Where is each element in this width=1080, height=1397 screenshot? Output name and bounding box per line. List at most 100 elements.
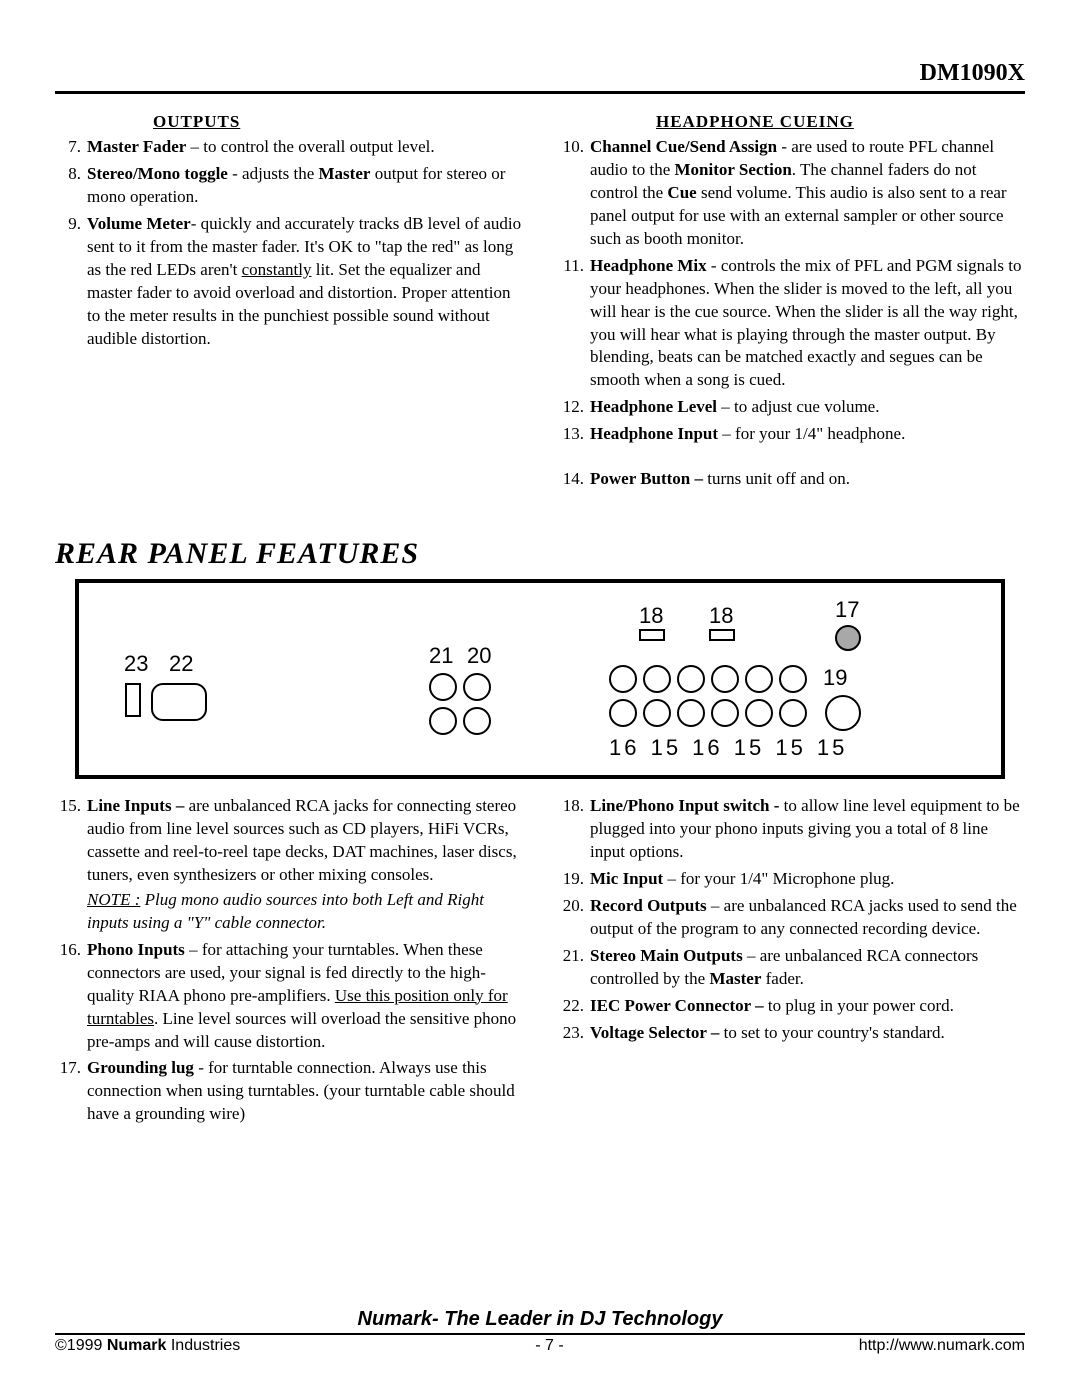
term: IEC Power Connector –	[590, 996, 764, 1015]
body: Headphone Input – for your 1/4" headphon…	[590, 423, 1025, 446]
desc: – for your 1/4" headphone.	[718, 424, 905, 443]
iec-connector-shape	[151, 683, 207, 721]
term: Grounding lug	[87, 1058, 194, 1077]
term: Master Fader	[87, 137, 186, 156]
label-21: 21	[429, 643, 453, 669]
rca-jack	[463, 707, 491, 735]
desc: – to adjust cue volume.	[717, 397, 879, 416]
item-10: 10. Channel Cue/Send Assign - are used t…	[558, 136, 1025, 251]
num: 21.	[558, 945, 590, 991]
brand-logo: Numark	[107, 1337, 167, 1354]
rca-jack	[745, 665, 773, 693]
term: Volume Meter	[87, 214, 191, 233]
rear-panel-diagram: 23 22 21 20 18 18 17 19 16 15 16 15 15 1…	[75, 579, 1005, 779]
body: Phono Inputs – for attaching your turnta…	[87, 939, 522, 1054]
num: 16.	[55, 939, 87, 1054]
item-12: 12. Headphone Level – to adjust cue volu…	[558, 396, 1025, 419]
body: Grounding lug - for turntable connection…	[87, 1057, 522, 1126]
term: Headphone Level	[590, 397, 717, 416]
num: 19.	[558, 868, 590, 891]
num: 17.	[55, 1057, 87, 1126]
rca-jack	[429, 707, 457, 735]
footer-row: ©1999 Numark Industries - 7 - http://www…	[55, 1335, 1025, 1355]
underlined: constantly	[242, 260, 312, 279]
grounding-lug	[835, 625, 861, 651]
desc2: fader.	[761, 969, 803, 988]
desc: – to control the overall output level.	[186, 137, 434, 156]
footer-url: http://www.numark.com	[859, 1337, 1025, 1355]
num: 13.	[558, 423, 590, 446]
desc: – for your 1/4" Microphone plug.	[663, 869, 894, 888]
term: Mic Input	[590, 869, 663, 888]
num: 14.	[558, 468, 590, 491]
desc: - controls the mix of PFL and PGM signal…	[590, 256, 1021, 390]
line-phono-switch	[639, 629, 665, 641]
term: Stereo/Mono toggle	[87, 164, 228, 183]
rear-columns: 15. Line Inputs – are unbalanced RCA jac…	[55, 795, 1025, 1130]
note-text: Plug mono audio sources into both Left a…	[87, 890, 484, 932]
num: 20.	[558, 895, 590, 941]
term2: Master	[319, 164, 371, 183]
rca-jack	[711, 699, 739, 727]
rca-jack	[779, 699, 807, 727]
num: 7.	[55, 136, 87, 159]
outputs-list: 7. Master Fader – to control the overall…	[55, 136, 522, 350]
item-15: 15. Line Inputs – are unbalanced RCA jac…	[55, 795, 522, 935]
spacer	[558, 450, 1025, 464]
item-14: 14. Power Button – turns unit off and on…	[558, 468, 1025, 491]
num: 23.	[558, 1022, 590, 1045]
term: Headphone Mix	[590, 256, 707, 275]
rear-left-column: 15. Line Inputs – are unbalanced RCA jac…	[55, 795, 522, 1130]
body: Volume Meter- quickly and accurately tra…	[87, 213, 522, 351]
term: Voltage Selector –	[590, 1023, 719, 1042]
term: Line Inputs –	[87, 796, 184, 815]
copyright: ©1999 Numark Industries	[55, 1337, 240, 1355]
top-columns: OUTPUTS 7. Master Fader – to control the…	[55, 112, 1025, 495]
body: Power Button – turns unit off and on.	[590, 468, 1025, 491]
item-11: 11. Headphone Mix - controls the mix of …	[558, 255, 1025, 393]
term3: Cue	[667, 183, 696, 202]
body: Channel Cue/Send Assign - are used to ro…	[590, 136, 1025, 251]
body: Headphone Mix - controls the mix of PFL …	[590, 255, 1025, 393]
rear-right-column: 18. Line/Phono Input switch - to allow l…	[558, 795, 1025, 1130]
rca-jack	[643, 665, 671, 693]
num: 12.	[558, 396, 590, 419]
label-22: 22	[169, 651, 193, 677]
body: Mic Input – for your 1/4" Microphone plu…	[590, 868, 1025, 891]
item-19: 19. Mic Input – for your 1/4" Microphone…	[558, 868, 1025, 891]
rca-jack	[643, 699, 671, 727]
body: Stereo Main Outputs – are unbalanced RCA…	[590, 945, 1025, 991]
item-20: 20. Record Outputs – are unbalanced RCA …	[558, 895, 1025, 941]
label-23: 23	[124, 651, 148, 677]
body: Headphone Level – to adjust cue volume.	[590, 396, 1025, 419]
label-17: 17	[835, 597, 859, 623]
item-21: 21. Stereo Main Outputs – are unbalanced…	[558, 945, 1025, 991]
desc: to plug in your power cord.	[764, 996, 954, 1015]
term: Power Button –	[590, 469, 703, 488]
num: 11.	[558, 255, 590, 393]
term: Line/Phono Input switch -	[590, 796, 779, 815]
num: 9.	[55, 213, 87, 351]
body: Voltage Selector – to set to your countr…	[590, 1022, 1025, 1045]
item-18: 18. Line/Phono Input switch - to allow l…	[558, 795, 1025, 864]
item-16: 16. Phono Inputs – for attaching your tu…	[55, 939, 522, 1054]
rca-jack	[677, 665, 705, 693]
brand-logo: Numark	[358, 1308, 432, 1330]
mic-input-jack	[825, 695, 861, 731]
term: Record Outputs	[590, 896, 707, 915]
page-number: - 7 -	[535, 1337, 563, 1355]
label-18b: 18	[709, 603, 733, 629]
label-18a: 18	[639, 603, 663, 629]
bottom-labels: 16 15 16 15 15 15	[609, 735, 847, 761]
item-8: 8. Stereo/Mono toggle - adjusts the Mast…	[55, 163, 522, 209]
num: 18.	[558, 795, 590, 864]
body: Line/Phono Input switch - to allow line …	[590, 795, 1025, 864]
rca-jack	[609, 665, 637, 693]
rear-right-list: 18. Line/Phono Input switch - to allow l…	[558, 795, 1025, 1044]
num: 8.	[55, 163, 87, 209]
body: Master Fader – to control the overall ou…	[87, 136, 522, 159]
item-23: 23. Voltage Selector – to set to your co…	[558, 1022, 1025, 1045]
note: NOTE : Plug mono audio sources into both…	[87, 889, 522, 935]
label-20: 20	[467, 643, 491, 669]
body: Stereo/Mono toggle - adjusts the Master …	[87, 163, 522, 209]
